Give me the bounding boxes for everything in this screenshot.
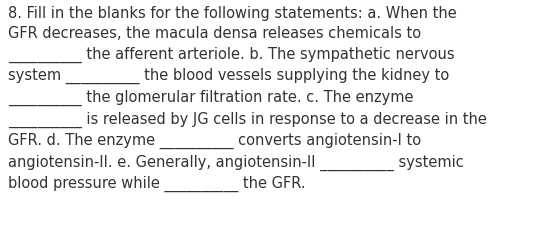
Text: 8. Fill in the blanks for the following statements: a. When the
GFR decreases, t: 8. Fill in the blanks for the following … (8, 6, 487, 191)
